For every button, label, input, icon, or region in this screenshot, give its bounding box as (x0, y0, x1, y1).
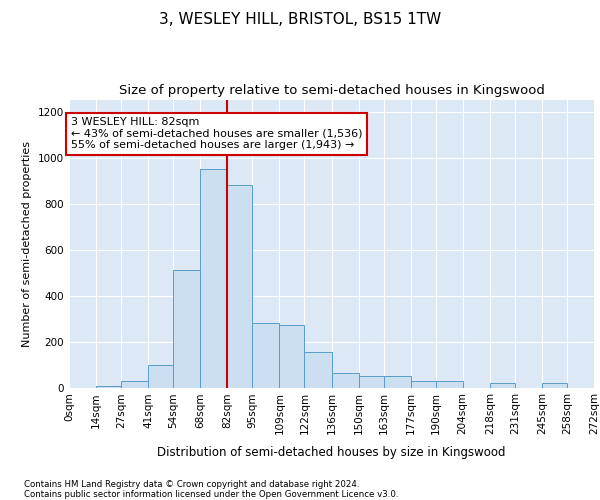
Bar (96, 386, 121, 388)
Bar (410, 380, 436, 388)
Bar (173, 270, 200, 388)
Bar (359, 376, 383, 388)
Y-axis label: Number of semi-detached properties: Number of semi-detached properties (22, 141, 32, 347)
Text: 3, WESLEY HILL, BRISTOL, BS15 1TW: 3, WESLEY HILL, BRISTOL, BS15 1TW (159, 12, 441, 28)
Bar (490, 383, 515, 388)
X-axis label: Distribution of semi-detached houses by size in Kingswood: Distribution of semi-detached houses by … (157, 446, 506, 458)
Bar (280, 326, 304, 388)
Bar (304, 352, 331, 388)
Bar (227, 185, 253, 388)
Bar (253, 323, 280, 388)
Bar (200, 169, 227, 388)
Text: 3 WESLEY HILL: 82sqm
← 43% of semi-detached houses are smaller (1,536)
55% of se: 3 WESLEY HILL: 82sqm ← 43% of semi-detac… (71, 118, 362, 150)
Bar (436, 380, 463, 388)
Bar (148, 364, 173, 388)
Bar (331, 372, 359, 388)
Bar (542, 383, 567, 388)
Bar (383, 376, 410, 388)
Text: Contains HM Land Registry data © Crown copyright and database right 2024.
Contai: Contains HM Land Registry data © Crown c… (24, 480, 398, 499)
Title: Size of property relative to semi-detached houses in Kingswood: Size of property relative to semi-detach… (119, 84, 544, 98)
Bar (121, 380, 148, 388)
